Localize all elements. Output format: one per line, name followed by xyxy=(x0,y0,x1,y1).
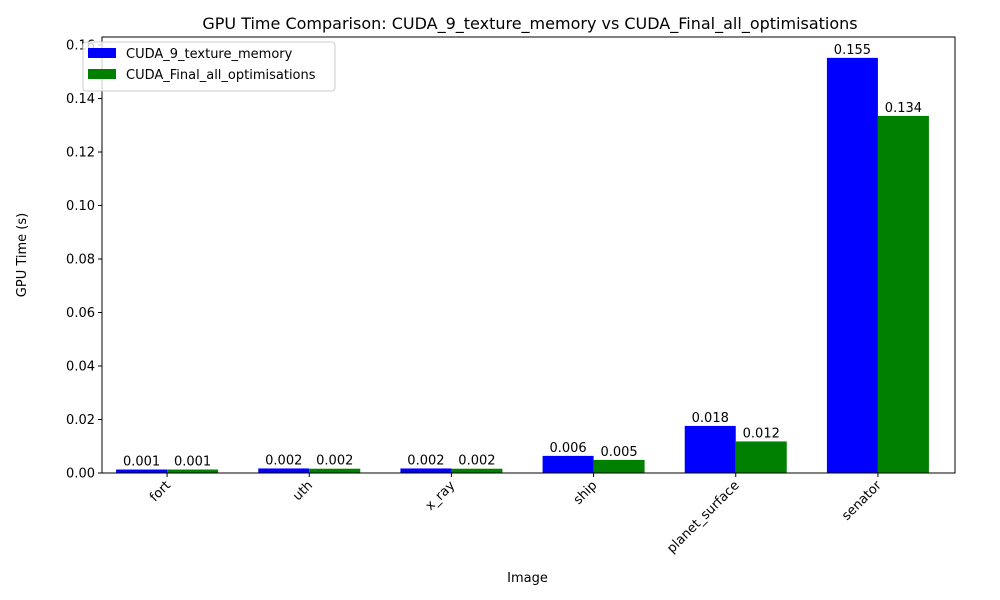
x-tick-label: senator xyxy=(839,478,885,524)
chart-title: GPU Time Comparison: CUDA_9_texture_memo… xyxy=(202,14,857,34)
legend-label-2: CUDA_Final_all_optimisations xyxy=(126,68,316,83)
bar-value-label: 0.012 xyxy=(743,426,780,441)
y-axis: 0.000.020.040.060.080.100.120.140.16 xyxy=(66,39,102,482)
bars-group xyxy=(116,57,929,474)
bar-value-label: 0.002 xyxy=(316,454,353,469)
bar-x_ray-2 xyxy=(451,468,503,473)
bar-planet_surface-1 xyxy=(684,425,736,473)
y-tick-label: 0.14 xyxy=(66,92,95,107)
y-tick-label: 0.04 xyxy=(66,360,95,375)
bar-value-label: 0.005 xyxy=(600,445,637,460)
bar-ship-1 xyxy=(542,455,594,473)
legend-box xyxy=(82,41,336,92)
bar-value-label: 0.002 xyxy=(458,454,495,469)
x-tick-label: planet_surface xyxy=(664,478,742,556)
legend-swatch-1 xyxy=(88,48,116,58)
bar-value-label: 0.002 xyxy=(265,453,302,468)
y-tick-label: 0.02 xyxy=(66,413,95,428)
x-tick-label: uth xyxy=(290,478,316,504)
x-axis-title: Image xyxy=(507,571,548,586)
bar-planet_surface-2 xyxy=(735,441,787,473)
x-axis: fort uth x_ray ship planet_surface senator xyxy=(147,473,885,557)
y-tick-label: 0.12 xyxy=(66,146,95,161)
y-tick-label: 0.08 xyxy=(66,253,95,268)
bar-value-label: 0.001 xyxy=(174,455,211,470)
legend-swatch-2 xyxy=(88,69,116,79)
bar-fort-2 xyxy=(167,469,219,473)
bar-x_ray-1 xyxy=(400,468,452,473)
x-tick-label: x_ray xyxy=(423,478,459,514)
y-tick-label: 0.10 xyxy=(66,199,95,214)
bar-value-label: 0.002 xyxy=(407,453,444,468)
bar-uth-2 xyxy=(309,468,361,473)
bar-labels-group: 0.001 0.001 0.002 0.002 0.002 0.002 0.006 0.005… xyxy=(123,43,922,470)
plot-frame xyxy=(101,36,956,474)
bar-value-label: 0.006 xyxy=(549,441,586,456)
bar-senator-2 xyxy=(877,115,929,474)
bar-ship-2 xyxy=(593,459,645,473)
bar-value-label: 0.018 xyxy=(692,411,729,426)
x-tick-label: fort xyxy=(147,478,174,505)
legend-label-1: CUDA_9_texture_memory xyxy=(126,47,293,62)
bar-uth-1 xyxy=(258,468,310,473)
bar-senator-1 xyxy=(826,57,878,474)
x-tick-label: ship xyxy=(571,478,601,508)
y-tick-label: 0.00 xyxy=(66,467,95,482)
y-axis-title: GPU Time (s) xyxy=(15,213,30,297)
bar-fort-1 xyxy=(116,469,168,473)
bar-value-label: 0.134 xyxy=(885,101,922,116)
bar-value-label: 0.155 xyxy=(834,43,871,58)
bar-value-label: 0.001 xyxy=(123,455,160,470)
legend: CUDA_9_texture_memory CUDA_Final_all_opti… xyxy=(82,41,336,92)
y-tick-label: 0.06 xyxy=(66,306,95,321)
